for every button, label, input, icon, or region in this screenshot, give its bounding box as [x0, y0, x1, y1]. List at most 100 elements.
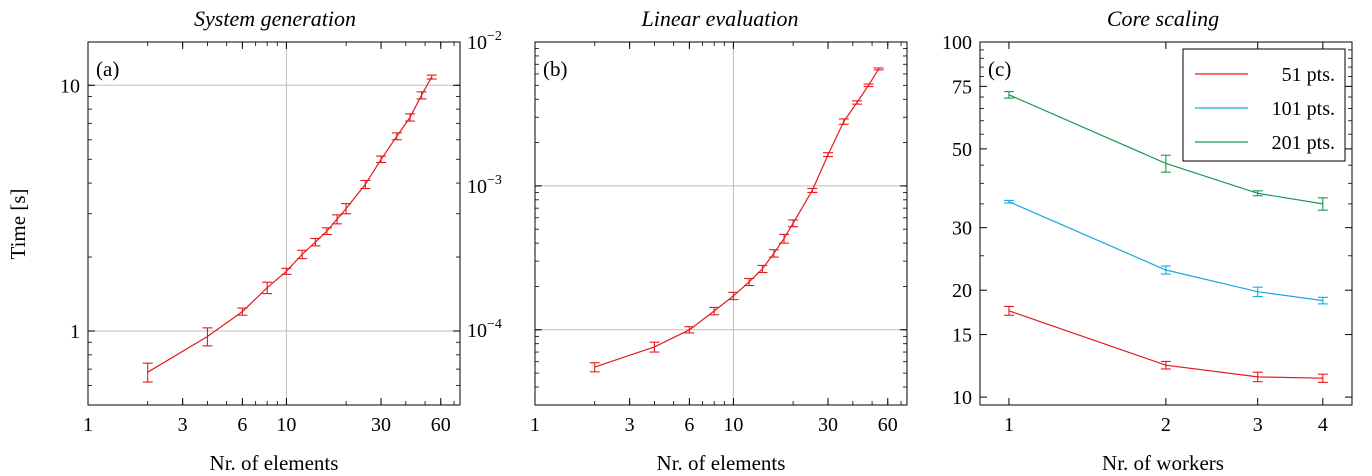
error-bar [321, 227, 332, 236]
x-tick-label: 10 [276, 414, 296, 436]
panel-b-plot-area [534, 41, 908, 406]
error-bar [873, 67, 884, 71]
error-bar [838, 118, 849, 125]
error-bar [142, 362, 153, 383]
error-bar [262, 281, 273, 295]
panel-c-legend: 51 pts. 101 pts. 201 pts. [1182, 48, 1346, 162]
error-bar [426, 74, 437, 80]
error-bar [1003, 91, 1014, 99]
x-tick-label: 3 [178, 414, 188, 436]
error-bar [1252, 286, 1263, 298]
x-tick-label: 3 [1253, 414, 1263, 436]
x-tick-label: 6 [237, 414, 247, 436]
y-tick-label: 1 [70, 321, 80, 343]
y-tick-label: 10−4 [467, 317, 502, 342]
x-tick-label: 1 [83, 414, 93, 436]
series-line-1 [1008, 310, 1323, 379]
error-bar [757, 264, 768, 274]
error-bar [416, 91, 427, 100]
error-bar [237, 307, 248, 316]
error-bar [1160, 360, 1171, 370]
panel-a-series [142, 74, 437, 383]
error-bar [1317, 197, 1328, 211]
series-line-1 [594, 68, 880, 368]
error-bar [1252, 371, 1263, 383]
x-tick-label: 2 [1161, 414, 1171, 436]
panel-b-ticks: 1 3 6 10 30 60 10−4 10−3 10−2 [467, 29, 907, 436]
y-tick-label: 15 [952, 325, 972, 347]
series-line-2 [1008, 201, 1323, 302]
x-tick-label: 4 [1318, 414, 1328, 436]
panel-a-grid [88, 42, 460, 405]
y-tick-label: 100 [942, 32, 972, 54]
panel-a: System generation (a) Time [s] Nr. of el… [6, 6, 461, 475]
error-bar [823, 152, 834, 158]
panel-a-title: System generation [194, 6, 356, 31]
error-bar [744, 277, 755, 287]
panel-b-xlabel: Nr. of elements [657, 451, 786, 475]
error-bar [281, 267, 292, 275]
error-bar [297, 249, 308, 260]
y-tick-label: 50 [952, 139, 972, 161]
x-tick-label: 60 [431, 414, 451, 436]
error-bar [684, 326, 695, 334]
error-bar [779, 233, 790, 244]
error-bar [852, 100, 863, 105]
error-bar [360, 179, 371, 190]
x-tick-label: 10 [723, 414, 743, 436]
series-line-3 [1008, 94, 1323, 205]
error-bar [768, 249, 779, 258]
panel-b-series [589, 67, 884, 373]
panel-b: Linear evaluation (b) Nr. of elements 1 3… [467, 6, 908, 475]
y-tick-label: 30 [952, 218, 972, 240]
error-bar [788, 219, 799, 228]
panel-c-xlabel: Nr. of workers [1102, 451, 1224, 475]
error-bar [589, 362, 600, 373]
x-tick-label: 60 [878, 414, 898, 436]
x-tick-label: 30 [818, 414, 838, 436]
error-bar [863, 83, 874, 88]
panel-c: Core scaling (c) Nr. of workers 1 2 3 4 10 15… [942, 6, 1353, 475]
error-bar [376, 155, 387, 164]
legend-label-1: 51 pts. [1282, 64, 1335, 86]
panel-c-title: Core scaling [1107, 6, 1219, 31]
y-tick-label: 10 [60, 75, 80, 97]
error-bar [1160, 154, 1171, 173]
error-bar [649, 341, 660, 353]
error-bar [1003, 199, 1014, 204]
x-tick-label: 1 [530, 414, 540, 436]
error-bar [728, 291, 739, 301]
x-tick-label: 30 [371, 414, 391, 436]
panel-c-series [1003, 91, 1328, 383]
error-bar [1252, 190, 1263, 197]
error-bar [1003, 305, 1014, 316]
series-line-1 [147, 76, 433, 373]
error-bar [807, 187, 818, 194]
panel-a-xlabel: Nr. of elements [210, 451, 339, 475]
panel-b-grid [535, 42, 907, 405]
error-bar [405, 113, 416, 122]
x-tick-label: 1 [1004, 414, 1014, 436]
error-bar [332, 214, 343, 225]
panel-a-ylabel: Time [s] [6, 189, 30, 260]
panel-c-label: (c) [988, 57, 1011, 81]
legend-label-3: 201 pts. [1272, 132, 1335, 154]
y-tick-label: 75 [952, 76, 972, 98]
y-tick-label: 10 [952, 387, 972, 409]
error-bar [709, 306, 720, 316]
legend-label-2: 101 pts. [1272, 98, 1335, 120]
panel-a-label: (a) [96, 57, 119, 81]
error-bar [202, 327, 213, 347]
error-bar [1317, 373, 1328, 383]
y-tick-label: 20 [952, 280, 972, 302]
error-bar [391, 132, 402, 141]
panel-a-plot-area [87, 41, 461, 406]
y-tick-label: 10−3 [467, 173, 502, 198]
panel-a-ticks: 1 3 6 10 30 60 1 10 [60, 42, 460, 436]
error-bar [1160, 265, 1171, 275]
error-bar [341, 203, 352, 215]
x-tick-label: 3 [625, 414, 635, 436]
x-tick-label: 6 [684, 414, 694, 436]
y-tick-label: 10−2 [467, 29, 502, 54]
